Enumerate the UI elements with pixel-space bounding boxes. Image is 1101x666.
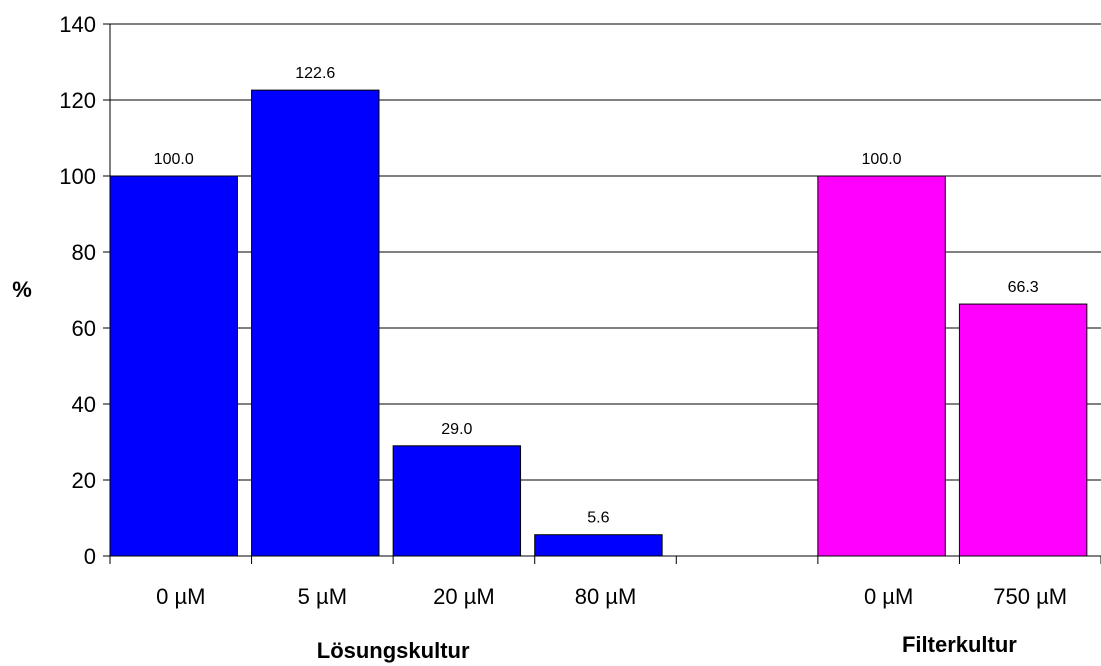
- y-tick-label: 60: [72, 316, 96, 341]
- y-tick-labels: 0 20 40 60 80 100 120 140: [59, 12, 96, 569]
- y-tick-label: 120: [59, 88, 96, 113]
- data-label: 122.6: [295, 65, 335, 82]
- x-tick-label: 20 µM: [433, 584, 495, 609]
- data-label: 100.0: [862, 151, 902, 168]
- y-tick-label: 100: [59, 164, 96, 189]
- y-tick-label: 140: [59, 12, 96, 37]
- bars: [109, 89, 1088, 557]
- y-tick-label: 40: [72, 392, 96, 417]
- bar: [534, 534, 663, 557]
- data-label: 66.3: [1008, 279, 1039, 296]
- group-title: Filterkultur: [902, 632, 1017, 657]
- data-label: 29.0: [441, 421, 472, 438]
- y-tick-label: 20: [72, 468, 96, 493]
- bar: [251, 89, 380, 557]
- y-tick-label: 80: [72, 240, 96, 265]
- axes: [103, 23, 1101, 564]
- group-titles: Lösungskultur Filterkultur: [317, 632, 1018, 663]
- x-tick-label: 80 µM: [575, 584, 637, 609]
- group-title: Lösungskultur: [317, 638, 470, 663]
- data-label: 100.0: [154, 151, 194, 168]
- bar: [958, 303, 1088, 557]
- y-axis-title: %: [12, 277, 32, 302]
- bar: [109, 175, 238, 557]
- bar: [817, 175, 946, 557]
- x-tick-label: 0 µM: [156, 584, 205, 609]
- y-tick-label: 0: [84, 544, 96, 569]
- data-label: 5.6: [587, 510, 609, 527]
- bar: [392, 445, 522, 557]
- data-labels: 100.0 122.6 29.0 5.6 100.0 66.3: [154, 65, 1039, 527]
- x-tick-labels: 0 µM 5 µM 20 µM 80 µM 0 µM 750 µM: [156, 584, 1067, 609]
- x-tick-label: 5 µM: [298, 584, 347, 609]
- x-tick-label: 0 µM: [864, 584, 913, 609]
- x-tick-label: 750 µM: [993, 584, 1067, 609]
